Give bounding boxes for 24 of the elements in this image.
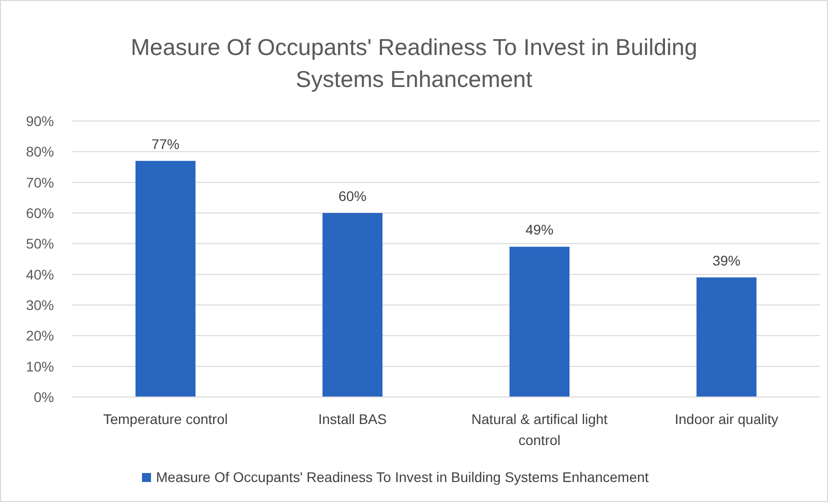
y-tick-label: 50%: [26, 236, 54, 252]
data-label: 77%: [151, 136, 180, 152]
bar: [136, 160, 196, 397]
bar: [510, 246, 570, 397]
y-tick-label: 30%: [26, 297, 54, 313]
y-tick-label: 80%: [26, 144, 54, 160]
y-tick-label: 10%: [26, 358, 54, 374]
x-tick-label: Natural & artifical light control: [471, 411, 608, 448]
y-tick-label: 40%: [26, 266, 54, 282]
y-tick-label: 70%: [26, 174, 54, 190]
y-tick-label: 20%: [26, 328, 54, 344]
chart-title: Measure Of Occupants' Readiness To Invest in Building Systems Enhancement: [130, 34, 698, 92]
bar: [322, 213, 382, 397]
y-tick-label: 0%: [34, 389, 54, 405]
data-label: 39%: [712, 252, 741, 268]
y-tick-label: 60%: [26, 205, 54, 221]
data-label: 60%: [338, 188, 367, 204]
legend-label: Measure Of Occupants' Readiness To Invest in Building Systems Enhancement: [156, 469, 649, 485]
y-tick-label: 90%: [26, 113, 54, 129]
bar: [696, 277, 756, 397]
x-tick-label: Install BAS: [318, 411, 387, 427]
data-label: 49%: [525, 222, 554, 238]
x-tick-label: Temperature control: [103, 411, 228, 427]
x-tick-label: Indoor air quality: [674, 411, 778, 427]
